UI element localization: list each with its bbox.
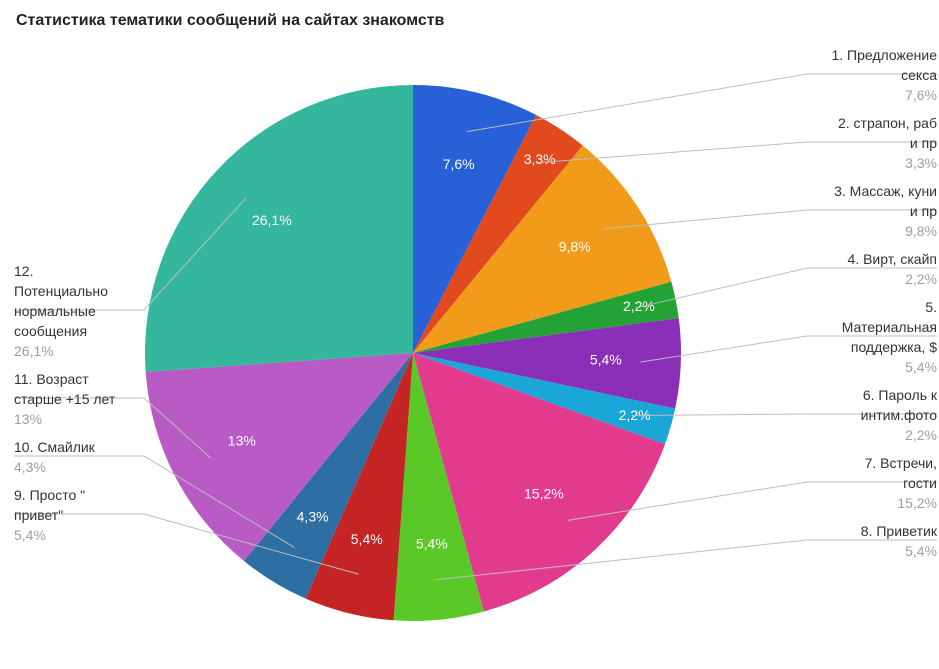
legend-label: привет" <box>14 507 63 523</box>
slice-pct-label: 5,4% <box>590 351 622 367</box>
legend-label: 5. <box>925 299 937 315</box>
legend-label: сообщения <box>14 323 87 339</box>
legend-pct: 9,8% <box>905 223 937 239</box>
legend-label: 1. Предложение <box>831 47 937 63</box>
legend-pct: 5,4% <box>14 527 46 543</box>
legend-label: старше +15 лет <box>14 391 116 407</box>
legend-label: 6. Пароль к <box>863 387 938 403</box>
legend-pct: 4,3% <box>14 459 46 475</box>
slice-pct-label: 5,4% <box>416 536 448 552</box>
slice-pct-label: 15,2% <box>524 486 564 502</box>
slice-pct-label: 5,4% <box>351 531 383 547</box>
legend-pct: 15,2% <box>897 495 937 511</box>
legend-label: 10. Смайлик <box>14 439 96 455</box>
slice-pct-label: 9,8% <box>559 238 591 254</box>
leader-line <box>604 210 937 229</box>
slice-pct-label: 2,2% <box>623 298 655 314</box>
legend-pct: 5,4% <box>905 359 937 375</box>
slice-pct-label: 3,3% <box>524 151 556 167</box>
leader-line <box>636 268 937 308</box>
legend-pct: 3,3% <box>905 155 937 171</box>
pie-chart: 7,6% 3,3% 9,8% 2,2% 5,4% 2,2% 15,2% 5,4% 5,4% 4,3… <box>0 0 939 669</box>
legend-pct: 13% <box>14 411 42 427</box>
slice-pct-label: 4,3% <box>297 508 329 524</box>
legend-pct: 5,4% <box>905 543 937 559</box>
legend-pct: 26,1% <box>14 343 54 359</box>
legend-label: интим.фото <box>861 407 938 423</box>
legend-label: 9. Просто " <box>14 487 85 503</box>
slice-pct-label: 13% <box>228 433 256 449</box>
pie-slice-12 <box>145 85 413 372</box>
legend-label: 7. Встречи, <box>865 455 937 471</box>
slice-pct-label: 7,6% <box>443 156 475 172</box>
legend-label: и пр <box>910 203 937 219</box>
legend-pct: 7,6% <box>905 87 937 103</box>
legend-label: Материальная <box>842 319 937 335</box>
legend-label: Потенциально <box>14 283 108 299</box>
legend-label: 8. Приветик <box>861 523 938 539</box>
legend-pct: 2,2% <box>905 271 937 287</box>
legend-label: 3. Массаж, куни <box>834 183 937 199</box>
legend-label: 11. Возраст <box>14 371 89 387</box>
legend-label: секса <box>901 67 937 83</box>
legend-label: нормальные <box>14 303 96 319</box>
legend-label: поддержка, $ <box>851 339 937 355</box>
legend-label: 12. <box>14 263 33 279</box>
legend-label: 2. страпон, раб <box>838 115 937 131</box>
legend-label: гости <box>903 475 937 491</box>
legend-label: 4. Вирт, скайп <box>848 251 937 267</box>
legend-pct: 2,2% <box>905 427 937 443</box>
legend-label: и пр <box>910 135 937 151</box>
slice-pct-label: 26,1% <box>252 212 292 228</box>
